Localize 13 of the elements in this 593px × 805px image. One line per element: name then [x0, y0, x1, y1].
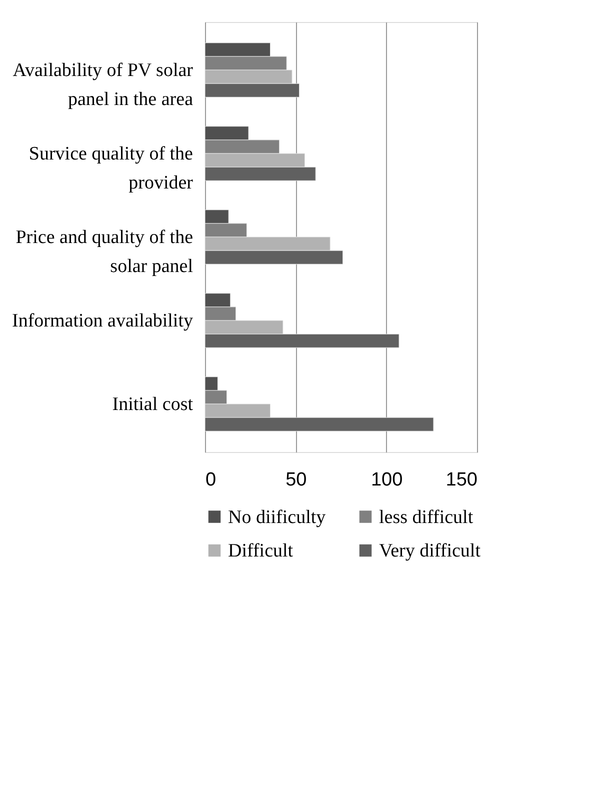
y-tick-label: Survice quality of the provider — [28, 144, 194, 194]
legend-label: No diificulty — [228, 506, 326, 528]
y-tick-label: Initial cost — [112, 394, 194, 415]
legend-label: less difficult — [379, 506, 474, 528]
x-tick-label: 150 — [446, 470, 478, 490]
x-tick-label: 100 — [370, 470, 403, 490]
x-tick-label: 0 — [206, 470, 216, 490]
y-tick-label: Price and quality of the solar panel — [16, 227, 193, 277]
y-tick-label: Information availability — [12, 310, 194, 332]
x-tick-label: 50 — [286, 470, 307, 490]
y-tick-label: Availability of PV solar panel in the area — [12, 60, 194, 110]
legend-label: Difficult — [228, 540, 294, 562]
legend-label: Very difficult — [379, 540, 482, 562]
